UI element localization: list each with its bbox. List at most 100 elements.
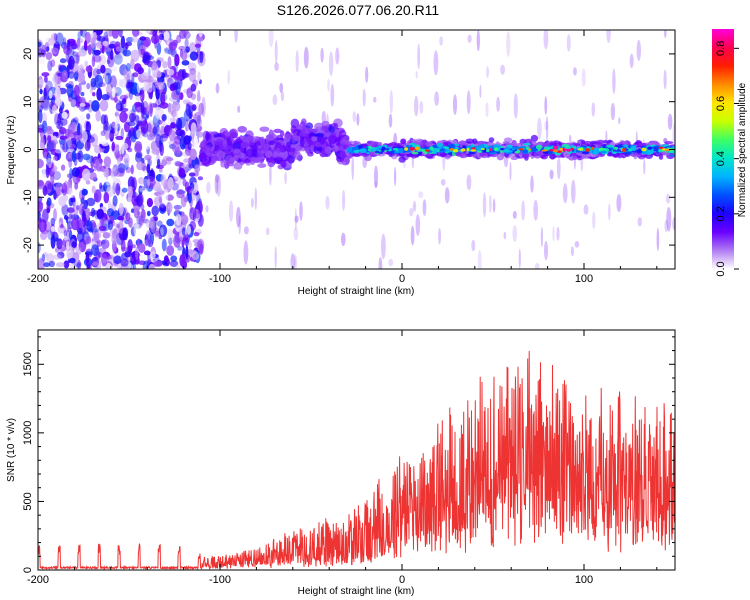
heat-blob xyxy=(570,147,574,151)
heat-blob xyxy=(415,146,420,150)
heat-blob xyxy=(233,149,241,154)
heat-blob xyxy=(201,96,206,118)
heat-blob xyxy=(77,31,81,40)
heat-blob xyxy=(573,67,577,76)
heat-blob xyxy=(83,199,88,210)
heat-blob xyxy=(170,255,178,262)
heat-blob xyxy=(103,192,110,204)
snr-line xyxy=(37,350,676,571)
heat-blob xyxy=(243,226,249,235)
heat-blob xyxy=(672,216,675,231)
heat-blob xyxy=(320,47,324,63)
heat-blob xyxy=(552,145,559,150)
heat-blob xyxy=(193,135,199,150)
heat-blob xyxy=(669,154,675,157)
heat-blob xyxy=(197,71,201,82)
heat-blob xyxy=(151,205,159,217)
heat-blob xyxy=(177,245,183,251)
heat-blob xyxy=(571,179,576,204)
heat-blob xyxy=(109,123,114,135)
heat-blob xyxy=(410,225,415,246)
heat-blob xyxy=(80,91,85,97)
heat-blob xyxy=(52,72,58,86)
heat-blob xyxy=(165,157,174,162)
heat-blob xyxy=(154,106,163,119)
heat-blob xyxy=(147,232,152,246)
heat-blob xyxy=(429,147,434,151)
heat-blob xyxy=(578,148,584,151)
heat-blob xyxy=(159,142,164,156)
heat-blob xyxy=(144,154,152,161)
heat-blob xyxy=(46,152,52,166)
heat-blob xyxy=(136,194,143,207)
heat-blob xyxy=(229,200,234,222)
heat-blob xyxy=(111,86,116,99)
spectrogram-y-axis-label: Frequency (Hz) xyxy=(6,116,17,185)
heat-blob xyxy=(106,208,115,218)
heat-blob xyxy=(86,136,95,143)
heat-blob xyxy=(378,257,383,269)
heat-blob xyxy=(81,188,88,196)
heat-blob xyxy=(175,161,184,167)
heat-blob xyxy=(181,60,190,66)
heat-blob xyxy=(145,83,153,93)
heat-blob xyxy=(612,68,616,94)
colorbar-tick-label: 0.2 xyxy=(715,206,727,221)
heat-blob xyxy=(71,167,81,178)
heat-blob xyxy=(536,150,544,154)
heat-blob xyxy=(76,38,81,51)
heat-blob xyxy=(153,260,163,267)
heat-blob xyxy=(328,135,338,145)
heat-blob xyxy=(540,227,544,248)
heat-blob xyxy=(333,122,339,130)
heat-blob xyxy=(187,142,192,150)
heat-blob xyxy=(124,42,129,50)
heat-blob xyxy=(665,148,670,151)
heat-blob xyxy=(325,195,330,210)
heat-blob xyxy=(76,263,81,269)
heat-blob xyxy=(86,197,96,207)
heat-blob xyxy=(151,62,159,75)
heat-blob xyxy=(589,140,598,145)
heat-blob xyxy=(161,114,167,121)
heat-blob xyxy=(131,244,136,249)
heat-blob xyxy=(91,54,96,68)
heat-blob xyxy=(562,183,568,204)
heat-blob xyxy=(111,30,119,39)
heat-blob xyxy=(139,122,146,128)
heat-blob xyxy=(112,164,119,177)
heat-blob xyxy=(189,207,197,221)
heat-blob xyxy=(167,104,177,115)
heat-blob xyxy=(269,162,272,186)
heat-blob xyxy=(102,40,109,47)
heat-blob xyxy=(500,64,505,75)
heat-blob xyxy=(134,114,140,123)
heat-blob xyxy=(466,90,471,115)
heat-blob xyxy=(649,149,654,155)
heat-blob xyxy=(618,117,621,125)
heat-blob xyxy=(374,150,380,154)
heat-blob xyxy=(102,74,107,80)
heat-blob xyxy=(173,175,178,180)
heat-blob xyxy=(110,75,117,89)
heat-blob xyxy=(67,206,75,214)
heat-blob xyxy=(76,204,80,211)
heat-blob xyxy=(108,43,116,49)
heat-blob xyxy=(59,223,64,229)
heat-blob xyxy=(488,137,495,143)
heat-blob xyxy=(212,155,219,162)
snr-series xyxy=(37,350,676,571)
heat-blob xyxy=(530,175,534,193)
heat-blob xyxy=(136,105,143,114)
heat-blob xyxy=(41,44,47,58)
heat-blob xyxy=(452,94,458,115)
heat-blob xyxy=(440,179,446,186)
x-tick-label: -100 xyxy=(209,273,231,285)
heat-blob xyxy=(198,153,208,159)
heat-blob xyxy=(187,192,192,204)
heat-blob xyxy=(265,134,274,142)
heat-blob xyxy=(119,94,129,100)
